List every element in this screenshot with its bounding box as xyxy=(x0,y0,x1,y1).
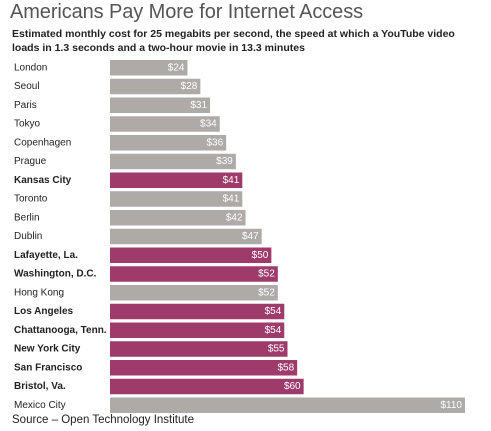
bar xyxy=(110,397,465,413)
value-label: $24 xyxy=(168,62,185,73)
category-label: Washington, D.C. xyxy=(14,269,97,280)
value-label: $31 xyxy=(190,100,207,111)
bar xyxy=(110,116,220,132)
value-label: $39 xyxy=(216,156,233,167)
bar xyxy=(110,60,188,76)
category-label: London xyxy=(14,62,47,73)
bar xyxy=(110,303,285,320)
bar xyxy=(110,210,246,226)
category-label: Lafayette, La. xyxy=(14,250,78,261)
bar xyxy=(110,153,236,170)
bar xyxy=(110,247,272,263)
category-label: Berlin xyxy=(14,212,40,223)
bar xyxy=(110,378,304,395)
category-label: Prague xyxy=(14,156,47,167)
value-label: $41 xyxy=(223,194,240,205)
value-label: $55 xyxy=(268,344,285,355)
chart-subtitle: Estimated monthly cost for 25 megabits p… xyxy=(12,28,455,54)
value-label: $58 xyxy=(277,362,294,373)
value-label: $50 xyxy=(252,250,269,261)
value-label: $28 xyxy=(181,81,198,92)
value-label: $42 xyxy=(226,212,243,223)
category-label: Bristol, Va. xyxy=(14,381,66,392)
category-label: Mexico City xyxy=(14,400,66,411)
value-label: $52 xyxy=(258,269,275,280)
value-label: $36 xyxy=(206,137,223,148)
value-label: $47 xyxy=(242,231,259,242)
category-label: Dublin xyxy=(14,231,42,242)
bar xyxy=(110,285,278,301)
bar xyxy=(110,78,201,95)
bar xyxy=(110,266,278,282)
value-label: $41 xyxy=(223,175,240,186)
bar xyxy=(110,322,285,338)
category-label: Hong Kong xyxy=(14,287,64,298)
value-label: $110 xyxy=(440,400,462,411)
category-label: Toronto xyxy=(14,194,48,205)
category-label: San Francisco xyxy=(14,362,82,373)
bar xyxy=(110,341,288,357)
source-note: Source – Open Technology Institute xyxy=(12,414,194,426)
category-label: Chattanooga, Tenn. xyxy=(14,325,107,336)
bar xyxy=(110,191,243,207)
value-label: $54 xyxy=(265,306,282,317)
category-label: Seoul xyxy=(14,81,40,92)
bar xyxy=(110,360,298,376)
chart-title: Americans Pay More for Internet Access xyxy=(10,1,364,23)
bar xyxy=(110,172,243,188)
category-label: New York City xyxy=(14,344,81,355)
value-label: $52 xyxy=(258,287,275,298)
bar xyxy=(110,228,262,245)
category-label: Kansas City xyxy=(14,175,72,186)
value-label: $34 xyxy=(200,119,217,130)
category-label: Los Angeles xyxy=(14,306,74,317)
category-label: Paris xyxy=(14,100,37,111)
value-label: $60 xyxy=(284,381,301,392)
value-label: $54 xyxy=(265,325,282,336)
bar xyxy=(110,97,211,113)
category-label: Tokyo xyxy=(14,119,41,130)
category-label: Copenhagen xyxy=(14,137,71,148)
bar xyxy=(110,135,227,151)
